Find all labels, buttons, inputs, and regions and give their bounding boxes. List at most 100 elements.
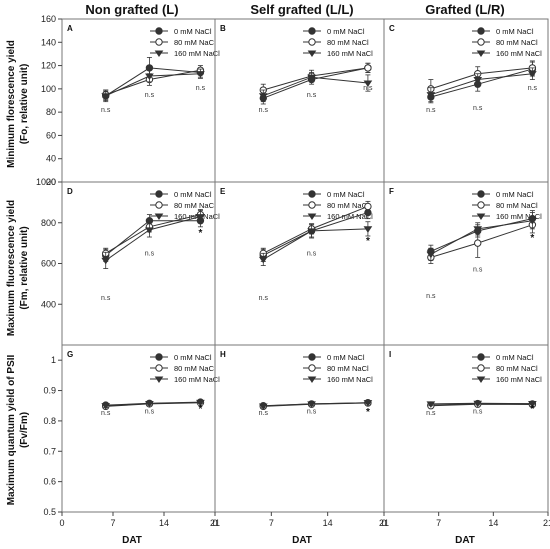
legend-marker <box>308 353 316 361</box>
panel-D: 400 600 800 1000 D 0 mM NaCl 80 mM NaCl 160 mM … <box>36 177 220 346</box>
xlabel-col1: DAT <box>122 535 142 546</box>
legend-label: 160 mM NaCl <box>327 375 373 384</box>
legend-label: 160 mM NaCl <box>496 212 542 221</box>
x-tick-label: 7 <box>436 518 441 528</box>
y-tick-label: 120 <box>41 61 56 71</box>
legend-label: 0 mM NaCl <box>496 190 534 199</box>
legend-label: 80 mM NaCl <box>174 364 216 373</box>
legend-label: 0 mM NaCl <box>327 27 365 36</box>
panel-I: 0 7 14 21 I 0 mM NaCl 80 mM NaCl 160 mM NaCl n.s… <box>381 344 550 528</box>
legend-marker <box>155 364 163 372</box>
legend-label: 0 mM NaCl <box>327 353 365 362</box>
data-point <box>528 401 537 408</box>
y-tick-label: 60 <box>46 130 56 140</box>
legend-label: 0 mM NaCl <box>174 353 212 362</box>
significance-label: n.s <box>363 85 373 92</box>
legend-marker <box>477 38 485 46</box>
y-tick-label: 80 <box>46 107 56 117</box>
panel-letter: G <box>67 350 73 359</box>
data-point <box>145 73 154 81</box>
significance-label: n.s <box>145 250 155 257</box>
significance-label: n.s <box>145 92 155 99</box>
significance-label: * <box>366 236 370 247</box>
significance-label: n.s <box>473 267 483 274</box>
legend-marker <box>155 201 163 209</box>
data-point <box>196 71 205 78</box>
legend-marker <box>154 50 164 57</box>
y-tick-label: 0.9 <box>43 386 56 396</box>
y-tick-label: 20 <box>46 177 56 187</box>
y-tick-label: 1 <box>51 355 56 365</box>
significance-label: n.s <box>426 107 436 114</box>
y-tick-label: 0.8 <box>43 416 56 426</box>
x-tick-label: 0 <box>381 518 386 528</box>
legend-marker <box>476 213 486 220</box>
x-tick-label: 21 <box>210 518 220 528</box>
panel-C: C 0 mM NaCl 80 mM NaCl 160 mM NaCl n.s n.s n.s <box>383 18 549 183</box>
legend-marker <box>477 353 485 361</box>
ylabel-row2-line2: (Fm, relative unit) <box>19 226 30 309</box>
legend-label: 0 mM NaCl <box>174 27 212 36</box>
x-tick-label: 7 <box>110 518 115 528</box>
x-tick-label: 7 <box>269 518 274 528</box>
legend-label: 80 mM NaCl <box>327 364 369 373</box>
series-line <box>430 402 533 405</box>
data-point <box>101 93 111 100</box>
legend-label: 80 mM NaCl <box>496 201 538 210</box>
data-point <box>426 92 436 99</box>
legend-marker <box>155 353 163 361</box>
data-point <box>307 228 316 235</box>
legend-marker <box>308 201 316 209</box>
legend-marker <box>155 190 163 198</box>
data-point <box>528 71 537 78</box>
data-point <box>101 403 111 410</box>
legend-marker <box>155 38 163 46</box>
legend-label: 0 mM NaCl <box>174 190 212 199</box>
panel-letter: A <box>67 24 73 33</box>
data-point <box>473 400 483 408</box>
y-tick-label: 0.5 <box>43 507 56 517</box>
legend-marker <box>477 201 485 209</box>
data-point <box>145 401 154 408</box>
panel-letter: E <box>220 187 226 196</box>
significance-label: * <box>530 404 534 415</box>
panel-G: 0.5 0.6 0.7 0.8 0.9 1 0 7 14 21 G 0 mM NaCl 80 mM Na… <box>43 344 220 528</box>
data-point <box>363 80 373 87</box>
significance-label: n.s <box>473 408 483 415</box>
ylabel-row3-line1: Maximum quantum yield of PSII <box>6 354 17 505</box>
data-point <box>307 401 316 408</box>
panel-letter: F <box>389 187 394 196</box>
significance-label: n.s <box>196 85 206 92</box>
legend-label: 160 mM NaCl <box>174 375 220 384</box>
data-point <box>426 401 436 408</box>
legend-marker <box>476 50 486 57</box>
significance-label: * <box>530 233 534 244</box>
panel-F: F 0 mM NaCl 80 mM NaCl 160 mM NaCl n.s n.s * <box>383 181 549 346</box>
series-line <box>430 67 533 90</box>
legend-marker <box>476 376 486 383</box>
legend-marker <box>477 27 485 35</box>
legend-marker <box>308 38 316 46</box>
significance-label: n.s <box>259 410 269 417</box>
x-tick-label: 14 <box>488 518 498 528</box>
data-point <box>426 251 436 259</box>
x-tick-label: 21 <box>379 518 389 528</box>
legend-marker <box>154 213 164 220</box>
data-point <box>196 214 205 221</box>
panel-B: B 0 mM NaCl 80 mM NaCl 160 mM NaCl n.s n.s n.s <box>214 18 385 183</box>
legend-label: 160 mM NaCl <box>174 49 220 58</box>
x-tick-label: 14 <box>159 518 169 528</box>
data-point <box>474 239 482 247</box>
significance-label: * <box>366 407 370 418</box>
legend-label: 0 mM NaCl <box>496 27 534 36</box>
x-tick-label: 14 <box>323 518 333 528</box>
y-tick-label: 1000 <box>36 177 56 187</box>
significance-label: n.s <box>426 293 436 300</box>
data-point <box>258 256 268 264</box>
panel-letter: C <box>389 24 395 33</box>
legend-label: 80 mM NaCl <box>496 364 538 373</box>
significance-label: n.s <box>101 410 111 417</box>
data-point <box>258 403 268 410</box>
data-point <box>364 64 372 72</box>
